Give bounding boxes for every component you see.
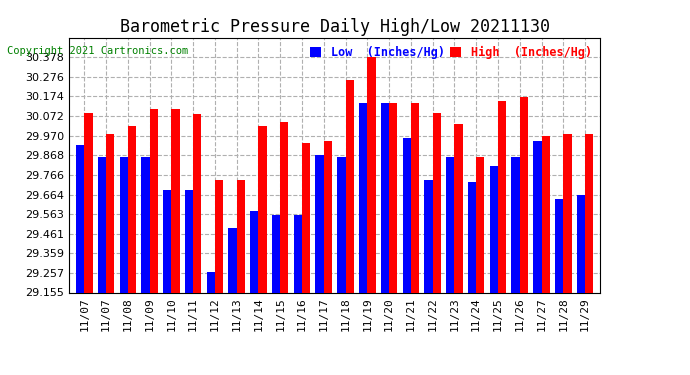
Title: Barometric Pressure Daily High/Low 20211130: Barometric Pressure Daily High/Low 20211…	[119, 18, 550, 36]
Bar	[468, 182, 476, 292]
Bar	[542, 136, 550, 292]
Bar	[215, 180, 223, 292]
Bar	[163, 189, 171, 292]
Bar	[346, 80, 354, 292]
Bar	[98, 157, 106, 292]
Bar	[563, 134, 571, 292]
Bar	[411, 103, 419, 292]
Bar	[259, 126, 267, 292]
Bar	[337, 157, 346, 292]
Bar	[302, 143, 311, 292]
Bar	[185, 189, 193, 292]
Bar	[381, 103, 389, 292]
Text: Copyright 2021 Cartronics.com: Copyright 2021 Cartronics.com	[7, 46, 188, 56]
Bar	[359, 103, 367, 292]
Bar	[511, 157, 520, 292]
Bar	[150, 109, 158, 292]
Bar	[128, 126, 136, 292]
Bar	[193, 114, 201, 292]
Bar	[402, 138, 411, 292]
Bar	[433, 112, 441, 292]
Bar	[424, 180, 433, 292]
Bar	[324, 141, 332, 292]
Legend: Low  (Inches/Hg), High  (Inches/Hg): Low (Inches/Hg), High (Inches/Hg)	[307, 44, 594, 61]
Bar	[455, 124, 463, 292]
Bar	[476, 157, 484, 292]
Bar	[228, 228, 237, 292]
Bar	[250, 211, 259, 292]
Bar	[555, 199, 563, 292]
Bar	[315, 155, 324, 292]
Bar	[577, 195, 585, 292]
Bar	[171, 109, 179, 292]
Bar	[106, 134, 115, 292]
Bar	[119, 157, 128, 292]
Bar	[237, 180, 245, 292]
Bar	[446, 157, 455, 292]
Bar	[272, 214, 280, 292]
Bar	[533, 141, 542, 292]
Bar	[141, 157, 150, 292]
Bar	[294, 214, 302, 292]
Bar	[76, 145, 84, 292]
Bar	[498, 101, 506, 292]
Bar	[490, 166, 498, 292]
Bar	[389, 103, 397, 292]
Bar	[520, 97, 528, 292]
Bar	[280, 122, 288, 292]
Bar	[367, 57, 375, 292]
Bar	[206, 272, 215, 292]
Bar	[84, 112, 92, 292]
Bar	[585, 134, 593, 292]
